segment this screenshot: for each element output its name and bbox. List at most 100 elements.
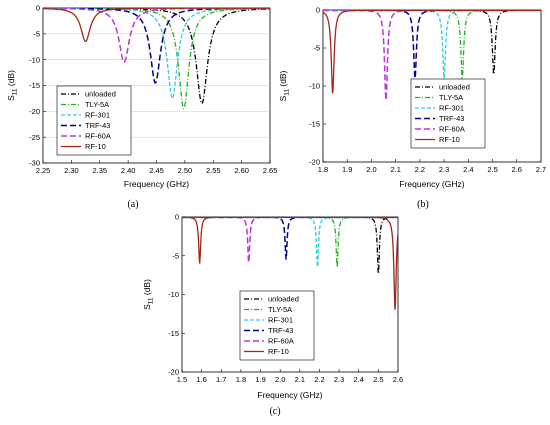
y-tick-label: 0 (36, 4, 40, 13)
y-axis-label-unit: (dB) (278, 70, 288, 89)
legend-entry: RF-10 (439, 135, 460, 144)
x-axis-label: Frequency (GHz) (124, 179, 189, 189)
y-tick-label: -25 (29, 133, 40, 142)
x-tick-label: 2.7 (536, 165, 546, 174)
chart-panel-3: 1.5 1.6 1.7 1.8 1.9 2.0 2.1 2.2 2.3 2.4 2.5 2.6 0 -5 -… (142, 213, 403, 417)
y-axis-label: S11 (dB) (6, 70, 19, 101)
x-tick-label: 1.9 (255, 375, 265, 384)
y-tick-label: -10 (29, 55, 40, 64)
legend-entry: TLY-5A (85, 100, 109, 109)
y-tick-label: -10 (309, 82, 320, 91)
y-axis-label-sub: 11 (12, 88, 19, 95)
legend-entry: unloaded (439, 83, 470, 92)
series-line-unloaded (323, 10, 541, 75)
series-line-rf-10 (323, 10, 541, 94)
x-tick-label: 2.0 (275, 375, 285, 384)
x-tick-label: 2.2 (415, 165, 425, 174)
legend-entry: RF-10 (268, 347, 289, 356)
y-tick-label: -20 (309, 158, 320, 167)
y-axis-label: S11 (dB) (278, 70, 291, 101)
x-tick-label: 2.35 (92, 166, 107, 175)
y-tick-label: 0 (175, 213, 179, 222)
y-tick-label: -15 (29, 81, 40, 90)
legend-box (410, 78, 486, 149)
y-tick-label: 0 (316, 6, 320, 15)
y-tick-label: -15 (309, 120, 320, 129)
panel-caption: (b) (417, 199, 429, 210)
y-axis-label-main: S (6, 95, 16, 101)
legend-entry: RF-60A (268, 337, 294, 346)
chart-panel-1: 2.25 2.30 2.35 2.40 2.45 2.50 2.55 2.60 2.65 0 -5 -… (6, 4, 277, 210)
y-tick-label: -20 (29, 107, 40, 116)
x-tick-label: 2.30 (64, 166, 79, 175)
y-axis-label-main: S (142, 304, 152, 310)
x-tick-label: 1.8 (236, 375, 246, 384)
series-line-rf-60a (43, 8, 270, 64)
y-axis-label-sub: 11 (148, 297, 155, 304)
legend-entry: TLY-5A (439, 93, 463, 102)
curves (182, 217, 398, 310)
legend-entry: unloaded (268, 295, 299, 304)
legend-entry: RF-301 (439, 104, 464, 113)
x-tick-label: 2.6 (393, 375, 403, 384)
x-tick-label: 2.50 (178, 166, 193, 175)
legend-entry: RF-60A (439, 125, 465, 134)
y-axis-label-main: S (278, 95, 288, 101)
legend-entry: RF-60A (85, 132, 111, 141)
legend-box (239, 290, 315, 361)
x-tick-label: 1.8 (318, 165, 328, 174)
x-tick-label: 2.3 (439, 165, 449, 174)
legend-entry: RF-301 (268, 316, 293, 325)
x-tick-label: 2.1 (390, 165, 400, 174)
x-tick-label: 1.7 (216, 375, 226, 384)
x-tick-label: 2.1 (295, 375, 305, 384)
x-tick-label: 2.4 (354, 375, 364, 384)
legend-entry: unloaded (85, 90, 116, 99)
x-tick-label: 2.0 (366, 165, 376, 174)
x-tick-label: 1.9 (342, 165, 352, 174)
x-tick-label: 2.5 (373, 375, 383, 384)
y-tick-label: -5 (313, 44, 320, 53)
legend-entry: TRF-43 (85, 121, 110, 130)
panel-caption: (c) (269, 406, 280, 417)
y-tick-label: -10 (168, 290, 179, 299)
x-tick-label: 2.65 (263, 166, 278, 175)
x-tick-label: 2.55 (206, 166, 221, 175)
curves (323, 10, 541, 103)
x-tick-label: 2.3 (334, 375, 344, 384)
legend-entry: RF-10 (85, 142, 106, 151)
x-tick-label: 2.4 (463, 165, 473, 174)
y-axis-label-sub: 11 (284, 89, 291, 96)
y-tick-label: -5 (33, 29, 40, 38)
panel-caption: (a) (127, 199, 138, 210)
legend-entry: TRF-43 (268, 326, 293, 335)
series-line-rf-10 (182, 217, 398, 310)
legend-entry: TLY-5A (268, 305, 292, 314)
x-axis-label: Frequency (GHz) (399, 179, 464, 189)
x-tick-label: 2.40 (121, 166, 136, 175)
chart-panel-2: 1.8 1.9 2.0 2.1 2.2 2.3 2.4 2.5 2.6 2.7 0 -5 -10 -15 -… (278, 6, 546, 210)
legend-entry: RF-301 (85, 111, 110, 120)
legend-box (56, 85, 132, 156)
y-axis-label: S11 (dB) (142, 279, 155, 310)
y-tick-label: -5 (172, 251, 179, 260)
legend-entry: TRF-43 (439, 114, 464, 123)
x-tick-label: 2.45 (149, 166, 164, 175)
x-tick-label: 2.6 (512, 165, 522, 174)
y-tick-label: -15 (168, 329, 179, 338)
y-axis-label-unit: (dB) (6, 70, 16, 89)
x-tick-label: 2.5 (487, 165, 497, 174)
x-tick-label: 1.6 (196, 375, 206, 384)
y-tick-label: -30 (29, 159, 40, 168)
x-axis-label: Frequency (GHz) (257, 390, 322, 400)
y-tick-label: -20 (168, 368, 179, 377)
x-tick-label: 2.2 (314, 375, 324, 384)
curves (43, 8, 270, 110)
x-tick-label: 2.25 (36, 166, 51, 175)
y-axis-label-unit: (dB) (142, 279, 152, 298)
x-tick-label: 2.60 (234, 166, 249, 175)
